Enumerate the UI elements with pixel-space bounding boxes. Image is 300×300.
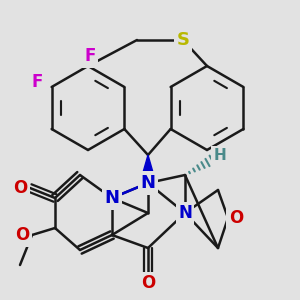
Text: N: N (104, 189, 119, 207)
Polygon shape (140, 155, 156, 183)
Text: O: O (13, 179, 27, 197)
Text: H: H (214, 148, 226, 164)
Text: S: S (176, 31, 190, 49)
Text: N: N (140, 174, 155, 192)
Text: O: O (15, 226, 29, 244)
Text: F: F (84, 47, 96, 65)
Text: O: O (141, 274, 155, 292)
Text: N: N (178, 204, 192, 222)
Text: F: F (32, 73, 43, 91)
Text: O: O (229, 209, 243, 227)
